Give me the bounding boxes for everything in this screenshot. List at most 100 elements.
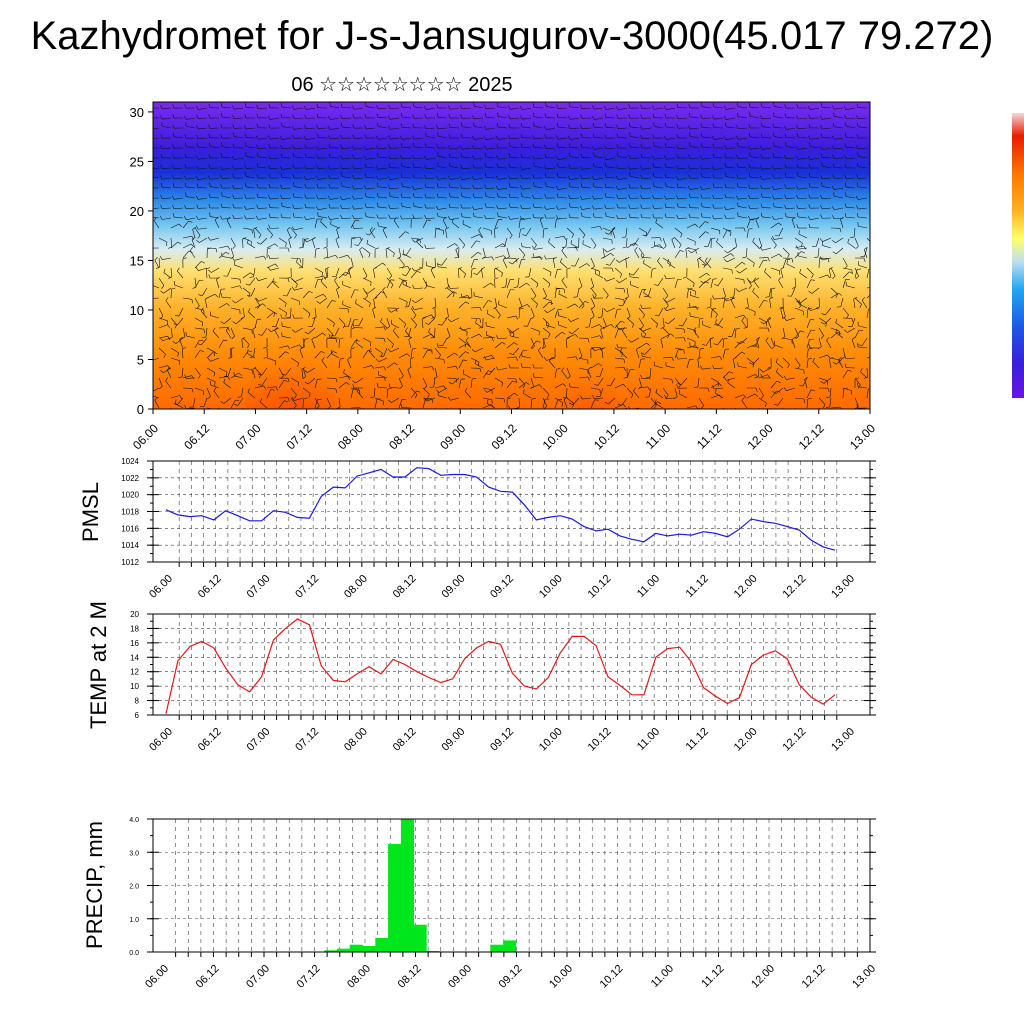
wind-barb-flag — [676, 103, 679, 108]
wind-barb-flag — [471, 267, 476, 270]
wind-barb-flag — [520, 218, 525, 220]
wind-barb-flag — [772, 174, 775, 179]
wind-barb — [738, 197, 748, 200]
wind-barb — [810, 107, 820, 110]
wind-barb — [153, 127, 160, 130]
wind-barb-flag — [220, 134, 223, 139]
wind-barb — [738, 216, 748, 219]
wind-barb — [657, 260, 664, 269]
wind-barb-flag — [258, 334, 263, 336]
wind-barb-flag — [760, 395, 764, 399]
wind-barb-flag — [256, 113, 259, 118]
wind-barb-flag — [724, 153, 727, 158]
wind-barb-flag — [509, 142, 511, 147]
wind-barb-flag — [827, 388, 830, 393]
wind-barb-flag — [776, 368, 779, 372]
wind-barb — [571, 327, 580, 335]
wind-barb-flag — [378, 414, 382, 415]
wind-barb — [162, 147, 172, 150]
wind-barb — [410, 307, 417, 316]
wind-barb-flag — [335, 236, 340, 240]
wind-barb — [494, 255, 504, 259]
wind-barb — [430, 269, 436, 279]
wind-barb-flag — [633, 387, 636, 392]
wind-barb-flag — [342, 324, 346, 329]
wind-barb-flag — [479, 234, 483, 238]
wind-barb-flag — [800, 251, 805, 254]
wind-barb — [854, 397, 859, 407]
wind-barb — [558, 217, 568, 220]
wind-barb — [858, 216, 868, 219]
wind-barb-flag — [160, 115, 163, 120]
wind-barb-flag — [760, 175, 763, 180]
wind-barb — [230, 247, 235, 257]
wind-barb-flag — [247, 239, 249, 244]
wind-barb-flag — [652, 113, 655, 118]
wind-barb-flag — [191, 299, 193, 304]
wind-barb-flag — [352, 215, 355, 219]
wind-barb — [498, 304, 508, 309]
wind-barb — [162, 125, 172, 129]
wind-barb — [270, 257, 280, 260]
wind-barb-flag — [688, 250, 692, 254]
wind-barb-flag — [821, 182, 823, 187]
wind-barb-flag — [365, 102, 367, 107]
wind-barb — [665, 397, 676, 399]
wind-barb — [170, 327, 173, 337]
wind-barb-flag — [551, 356, 556, 359]
wind-barb — [606, 216, 616, 219]
wind-barb-flag — [760, 133, 763, 138]
wind-barb — [350, 219, 356, 229]
wind-barb-flag — [706, 306, 711, 309]
wind-barb-flag — [673, 396, 678, 400]
wind-barb — [450, 317, 460, 323]
wind-barb — [486, 127, 496, 130]
wind-barb-flag — [501, 382, 504, 387]
wind-barb — [170, 347, 179, 354]
wind-barb — [261, 327, 268, 336]
cs-x-tick-label-10: 11.00 — [643, 421, 674, 452]
wind-barb-flag — [263, 346, 268, 349]
wind-barb-flag — [591, 347, 595, 352]
wind-barb-flag — [723, 297, 727, 302]
wind-barb-flag — [712, 364, 715, 369]
wind-barb-flag — [315, 206, 319, 210]
wind-barb — [554, 289, 557, 299]
wind-barb-flag — [587, 338, 590, 343]
wind-barb-flag — [172, 165, 175, 169]
wind-barb-flag — [562, 396, 567, 399]
wind-barb-flag — [191, 388, 194, 393]
wind-barb-flag — [748, 285, 752, 289]
wind-barb — [866, 389, 869, 399]
wind-barb — [246, 146, 256, 149]
temp-y-tick-label-0: 6 — [135, 711, 140, 720]
wind-barb — [582, 207, 592, 210]
wind-barb-flag — [643, 259, 645, 264]
wind-barb-flag — [484, 105, 487, 110]
wind-barb-flag — [453, 291, 458, 294]
wind-barb — [378, 177, 388, 180]
wind-barb-flag — [822, 404, 826, 409]
wind-barb-flag — [445, 226, 450, 230]
wind-barb — [702, 157, 712, 160]
wind-barb — [474, 207, 484, 211]
wind-barb-flag — [544, 153, 547, 158]
wind-barb — [794, 397, 804, 400]
pmsl-y-tick-label-3: 1018 — [121, 508, 139, 517]
wind-barb-flag — [519, 307, 524, 310]
wind-barb-flag — [368, 347, 372, 352]
wind-barb — [746, 219, 751, 229]
wind-barb-flag — [268, 183, 271, 188]
wind-barb-flag — [712, 153, 715, 158]
wind-barb-flag — [522, 234, 527, 236]
wind-barb — [439, 387, 448, 393]
wind-barb — [486, 206, 496, 209]
wind-barb-flag — [448, 381, 453, 385]
wind-barb-flag — [412, 135, 415, 140]
wind-barb — [153, 176, 160, 179]
wind-barb — [846, 206, 856, 209]
wind-barb-flag — [177, 352, 179, 357]
wind-barb — [246, 106, 256, 109]
wind-barb — [306, 177, 316, 180]
wind-barb — [666, 126, 676, 129]
